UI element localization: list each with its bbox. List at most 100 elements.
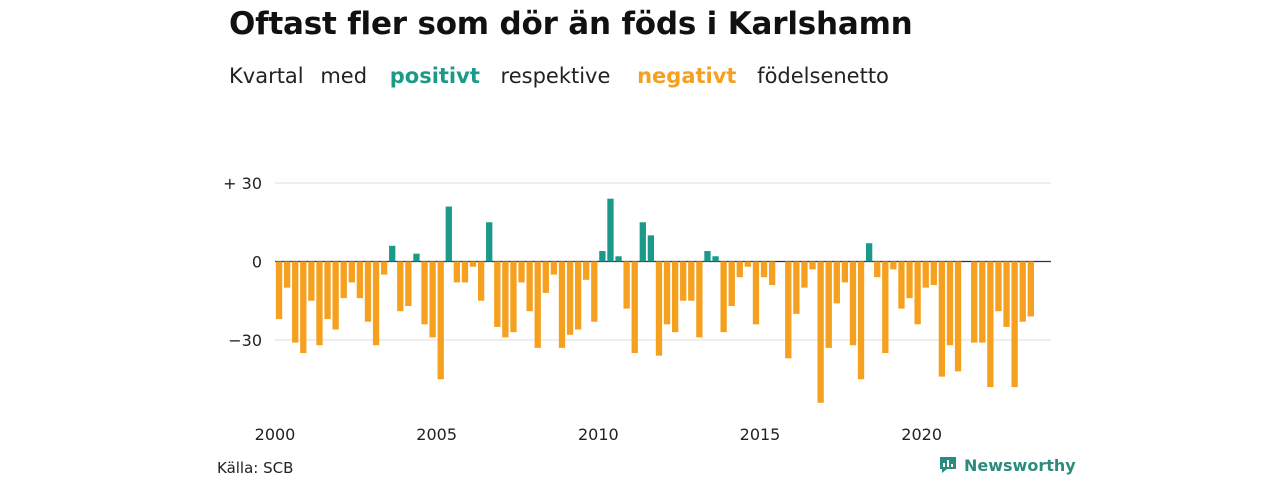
bar-negative: [744, 261, 752, 267]
subtitle-word-kvartal: Kvartal: [229, 64, 304, 88]
bar-negative: [631, 261, 638, 354]
bar-negative: [275, 261, 283, 320]
source-label: Källa: SCB: [217, 459, 294, 477]
bar-negative: [954, 261, 962, 372]
chart-subtitle: Kvartal med positivt respektive negativt…: [229, 64, 899, 88]
bar-negative: [696, 261, 703, 338]
bar-negative: [922, 261, 929, 288]
bar-positive: [865, 243, 873, 262]
bar-negative: [793, 261, 800, 314]
bar-negative: [502, 261, 509, 338]
bar-negative: [437, 261, 444, 380]
bar-negative: [421, 261, 428, 325]
bar-negative: [760, 261, 768, 278]
bar-negative: [300, 261, 307, 354]
bar-negative: [801, 261, 808, 288]
bar-negative: [720, 261, 727, 333]
bar-negative: [785, 261, 792, 359]
bar-negative: [898, 261, 905, 309]
subtitle-negative-label: negativt: [637, 64, 737, 88]
bar-negative: [316, 261, 323, 346]
x-tick-label: 2005: [416, 425, 457, 444]
bar-positive: [389, 245, 396, 262]
subtitle-word-respektive: respektive: [500, 64, 611, 88]
bar-negative: [752, 261, 760, 325]
bar-negative: [566, 261, 574, 335]
bar-negative: [469, 261, 477, 267]
bar-negative: [995, 261, 1002, 312]
bar-negative: [348, 261, 355, 283]
bar-positive: [712, 256, 719, 262]
brand-logo-block[interactable]: Newsworthy: [938, 455, 1076, 475]
bar-negative: [324, 261, 331, 320]
bar-negative: [518, 261, 525, 283]
bar-positive: [639, 222, 646, 262]
bar-negative: [663, 261, 671, 325]
bar-negative: [817, 261, 824, 403]
bar-positive: [704, 251, 711, 262]
bar-negative: [857, 261, 865, 380]
bar-negative: [946, 261, 954, 346]
bar-negative: [542, 261, 549, 293]
bar-negative: [461, 261, 469, 283]
x-tick-label: 2010: [578, 425, 619, 444]
bar-negative: [979, 261, 986, 343]
bar-positive: [445, 206, 452, 262]
bar-negative: [558, 261, 566, 348]
bar-negative: [494, 261, 501, 327]
bar-negative: [882, 261, 889, 354]
bar-negative: [825, 261, 832, 348]
bar-positive: [599, 251, 606, 262]
bar-negative: [583, 261, 590, 280]
bar-negative: [1019, 261, 1026, 322]
bar-negative: [728, 261, 735, 306]
bar-negative: [809, 261, 816, 270]
x-tick-label: 2020: [901, 425, 942, 444]
bar-negative: [671, 261, 679, 333]
bar-negative: [1003, 261, 1010, 327]
y-tick-label: 0: [252, 253, 262, 272]
bar-positive: [607, 198, 614, 262]
bar-negative: [906, 261, 913, 299]
bar-negative: [591, 261, 598, 322]
bar-negative: [841, 261, 849, 283]
bar-positive: [615, 256, 622, 262]
bar-negative: [680, 261, 687, 301]
bar-negative: [874, 261, 881, 278]
bar-negative: [987, 261, 994, 388]
bar-negative: [372, 261, 380, 346]
y-tick-label: −30: [228, 331, 262, 350]
bar-negative: [340, 261, 347, 299]
bar-negative: [574, 261, 582, 330]
bar-negative: [890, 261, 897, 270]
bar-negative: [526, 261, 533, 312]
bar-negative: [283, 261, 291, 288]
subtitle-positive-label: positivt: [389, 64, 480, 88]
chart-title: Oftast fler som dör än föds i Karlshamn: [229, 6, 913, 42]
bar-negative: [1011, 261, 1018, 388]
bar-negative: [971, 261, 978, 343]
bar-negative: [397, 261, 404, 312]
bar-negative: [510, 261, 517, 333]
bar-negative: [655, 261, 663, 356]
newsworthy-logo-icon: [940, 457, 956, 473]
bar-negative: [534, 261, 541, 348]
bar-negative: [380, 261, 388, 275]
x-tick-label: 2015: [740, 425, 781, 444]
bar-positive: [647, 235, 655, 262]
bar-negative: [688, 261, 695, 301]
bar-negative: [623, 261, 630, 309]
bar-negative: [768, 261, 776, 286]
bar-negative: [1027, 261, 1034, 317]
bar-positive: [413, 253, 420, 262]
bar-negative: [849, 261, 857, 346]
bar-negative: [364, 261, 372, 322]
bar-negative: [332, 261, 339, 330]
brand-name: Newsworthy: [964, 455, 1076, 475]
bar-positive: [486, 222, 493, 262]
y-tick-label: + 30: [223, 174, 262, 193]
subtitle-word-med: med: [320, 64, 368, 88]
bar-negative: [477, 261, 485, 301]
bar-negative: [453, 261, 461, 283]
